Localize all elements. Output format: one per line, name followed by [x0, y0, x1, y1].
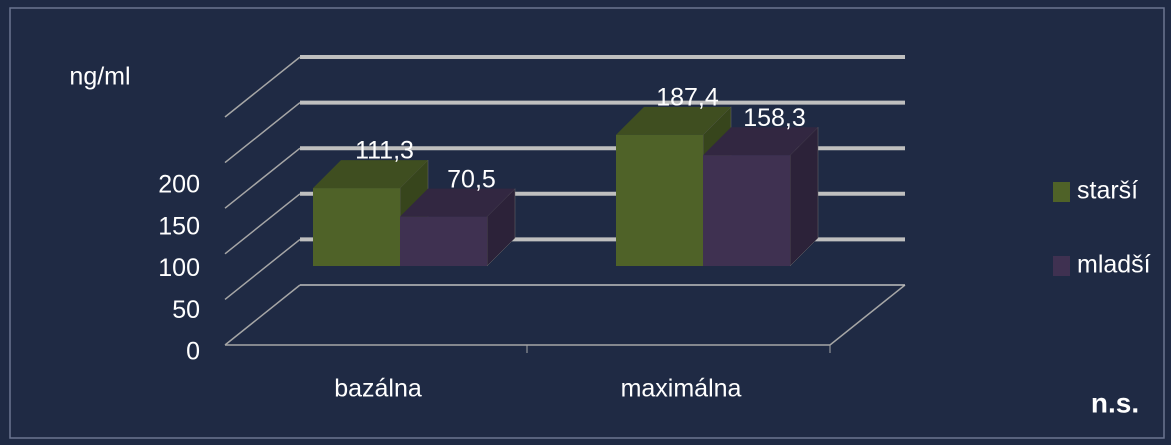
- value-label: 70,5: [447, 165, 496, 193]
- value-label: 158,3: [743, 104, 806, 132]
- side-grid-line: [224, 193, 301, 255]
- value-label: 111,3: [355, 137, 414, 165]
- x-tick-label: maximálna: [621, 375, 742, 403]
- legend-swatch: [1053, 256, 1070, 276]
- x-tick-label: bazálna: [334, 375, 422, 403]
- bar-top: [703, 127, 818, 156]
- legend-label: mladší: [1077, 251, 1151, 279]
- value-label: 187,4: [656, 83, 719, 111]
- side-grid-line: [224, 102, 301, 164]
- y-tick-label: 100: [158, 254, 200, 282]
- y-tick-label: 150: [158, 212, 200, 240]
- side-grid-line: [224, 284, 301, 346]
- y-tick-label: 0: [186, 338, 200, 366]
- bar: [703, 155, 790, 266]
- legend-swatch: [1053, 182, 1070, 202]
- bar: [616, 134, 703, 266]
- bar: [400, 216, 487, 266]
- side-grid-line: [224, 147, 301, 209]
- bar-top: [313, 160, 428, 189]
- frame: [9, 7, 1165, 439]
- y-axis-label: ng/ml: [69, 63, 130, 91]
- annotation: n.s.: [1091, 387, 1139, 418]
- side-grid-line: [224, 238, 301, 300]
- y-tick-label: 50: [172, 296, 200, 324]
- bar: [313, 188, 400, 266]
- legend-label: starší: [1077, 177, 1138, 205]
- side-grid-line: [224, 56, 301, 118]
- y-tick-label: 200: [158, 171, 200, 199]
- bar-top: [616, 106, 731, 135]
- bar-top: [400, 188, 515, 217]
